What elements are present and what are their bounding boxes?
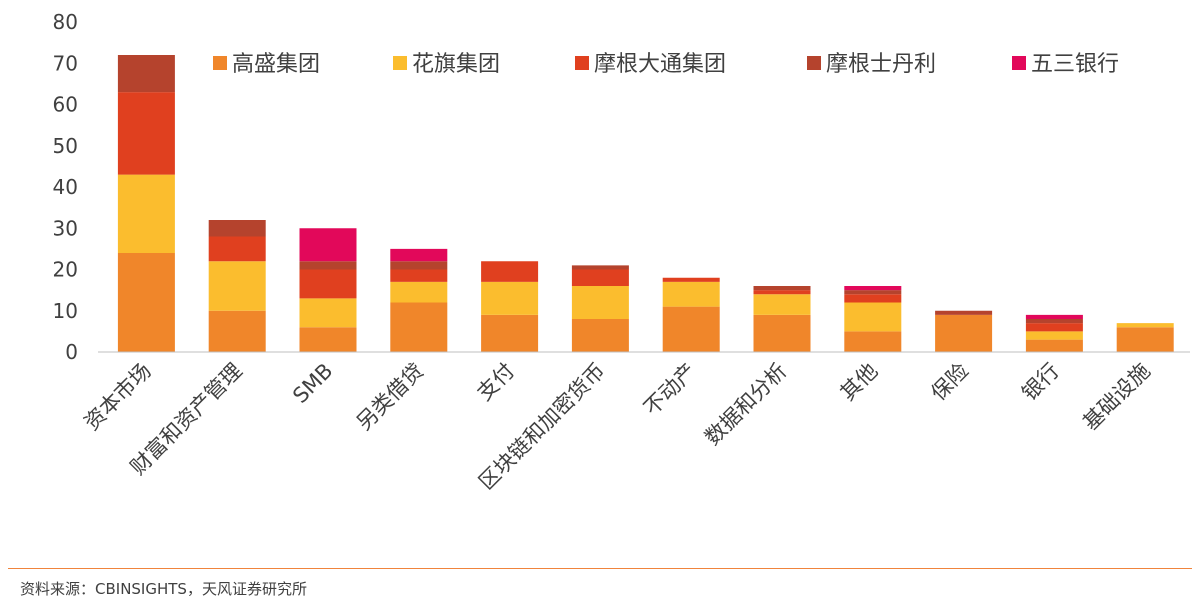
bar-segment	[935, 314, 993, 352]
legend-label: 摩根士丹利	[826, 52, 936, 77]
bar-segment	[844, 294, 902, 303]
bar-segment	[844, 331, 902, 352]
x-tick-label: 银行	[1017, 359, 1064, 406]
x-tick-label: SMB	[288, 359, 337, 408]
x-tick-label: 数据和分析	[700, 359, 791, 450]
bar-segment	[662, 281, 720, 307]
y-tick-label: 30	[53, 216, 78, 240]
bar-segment	[299, 298, 357, 328]
bar-segment	[390, 261, 448, 270]
bar-segment	[481, 281, 539, 315]
bar-segment	[753, 286, 811, 291]
x-tick-label: 另类借贷	[352, 359, 428, 435]
bar-segment	[571, 319, 629, 352]
bar-segment	[935, 310, 993, 315]
bar-segment	[208, 236, 266, 262]
bar-segment	[390, 281, 448, 303]
source-note: 资料来源：CBINSIGHTS，天风证券研究所	[20, 580, 307, 598]
legend: 高盛集团 花旗集团 摩根大通集团 摩根士丹利 五三银行	[213, 52, 1119, 77]
y-tick-label: 50	[53, 134, 78, 158]
y-axis: 0 10 20 30 40 50 60 70 80	[53, 10, 78, 364]
y-tick-label: 60	[53, 93, 78, 117]
bar-segment	[753, 290, 811, 295]
bar-segment	[571, 269, 629, 286]
bar-segment	[844, 290, 902, 295]
bar-segment	[299, 327, 357, 352]
y-tick-label: 70	[53, 51, 78, 75]
bar-segment	[117, 174, 175, 253]
y-tick-label: 80	[53, 10, 78, 34]
bar-segment	[1025, 331, 1083, 340]
legend-swatch	[1012, 56, 1026, 70]
bar-segment	[1025, 323, 1083, 332]
bar-segment	[571, 265, 629, 270]
y-tick-label: 40	[53, 175, 78, 199]
y-tick-label: 20	[53, 258, 78, 282]
bar-segment	[390, 248, 448, 262]
bar-segment	[208, 310, 266, 352]
legend-swatch	[213, 56, 227, 70]
y-tick-label: 10	[53, 299, 78, 323]
y-tick-label: 0	[65, 340, 78, 364]
bar-segment	[299, 261, 357, 270]
bar-segment	[662, 306, 720, 352]
bar-segment	[481, 261, 539, 282]
bar-segment	[1025, 339, 1083, 352]
bar-segment	[844, 302, 902, 332]
x-tick-label: 基础设施	[1078, 359, 1154, 435]
x-tick-label: 资本市场	[80, 359, 156, 435]
bar-segment	[481, 314, 539, 352]
bar-segment	[299, 269, 357, 299]
x-tick-label: 不动产	[639, 359, 701, 421]
footer-divider	[8, 568, 1192, 569]
legend-label: 五三银行	[1031, 52, 1119, 77]
bar-segment	[208, 220, 266, 237]
legend-label: 花旗集团	[412, 52, 500, 77]
bar-segment	[299, 228, 357, 262]
x-tick-label: 其他	[836, 359, 883, 406]
legend-swatch	[807, 56, 821, 70]
bars	[117, 55, 1174, 352]
bar-segment	[1025, 314, 1083, 319]
bar-segment	[844, 286, 902, 291]
bar-segment	[753, 314, 811, 352]
bar-segment	[571, 286, 629, 319]
bar-segment	[390, 302, 448, 352]
bar-segment	[1116, 323, 1174, 328]
legend-swatch	[393, 56, 407, 70]
bar-segment	[753, 294, 811, 315]
x-tick-label: 支付	[472, 359, 519, 406]
legend-label: 高盛集团	[232, 52, 320, 77]
bar-segment	[390, 269, 448, 282]
bar-segment	[208, 261, 266, 311]
bar-segment	[117, 253, 175, 352]
bar-segment	[1025, 319, 1083, 324]
bar-segment	[117, 92, 175, 175]
bar-segment	[117, 55, 175, 93]
legend-swatch	[575, 56, 589, 70]
bar-segment	[662, 277, 720, 282]
x-tick-label: 保险	[926, 359, 973, 406]
legend-label: 摩根大通集团	[594, 52, 726, 77]
bar-segment	[1116, 327, 1174, 352]
